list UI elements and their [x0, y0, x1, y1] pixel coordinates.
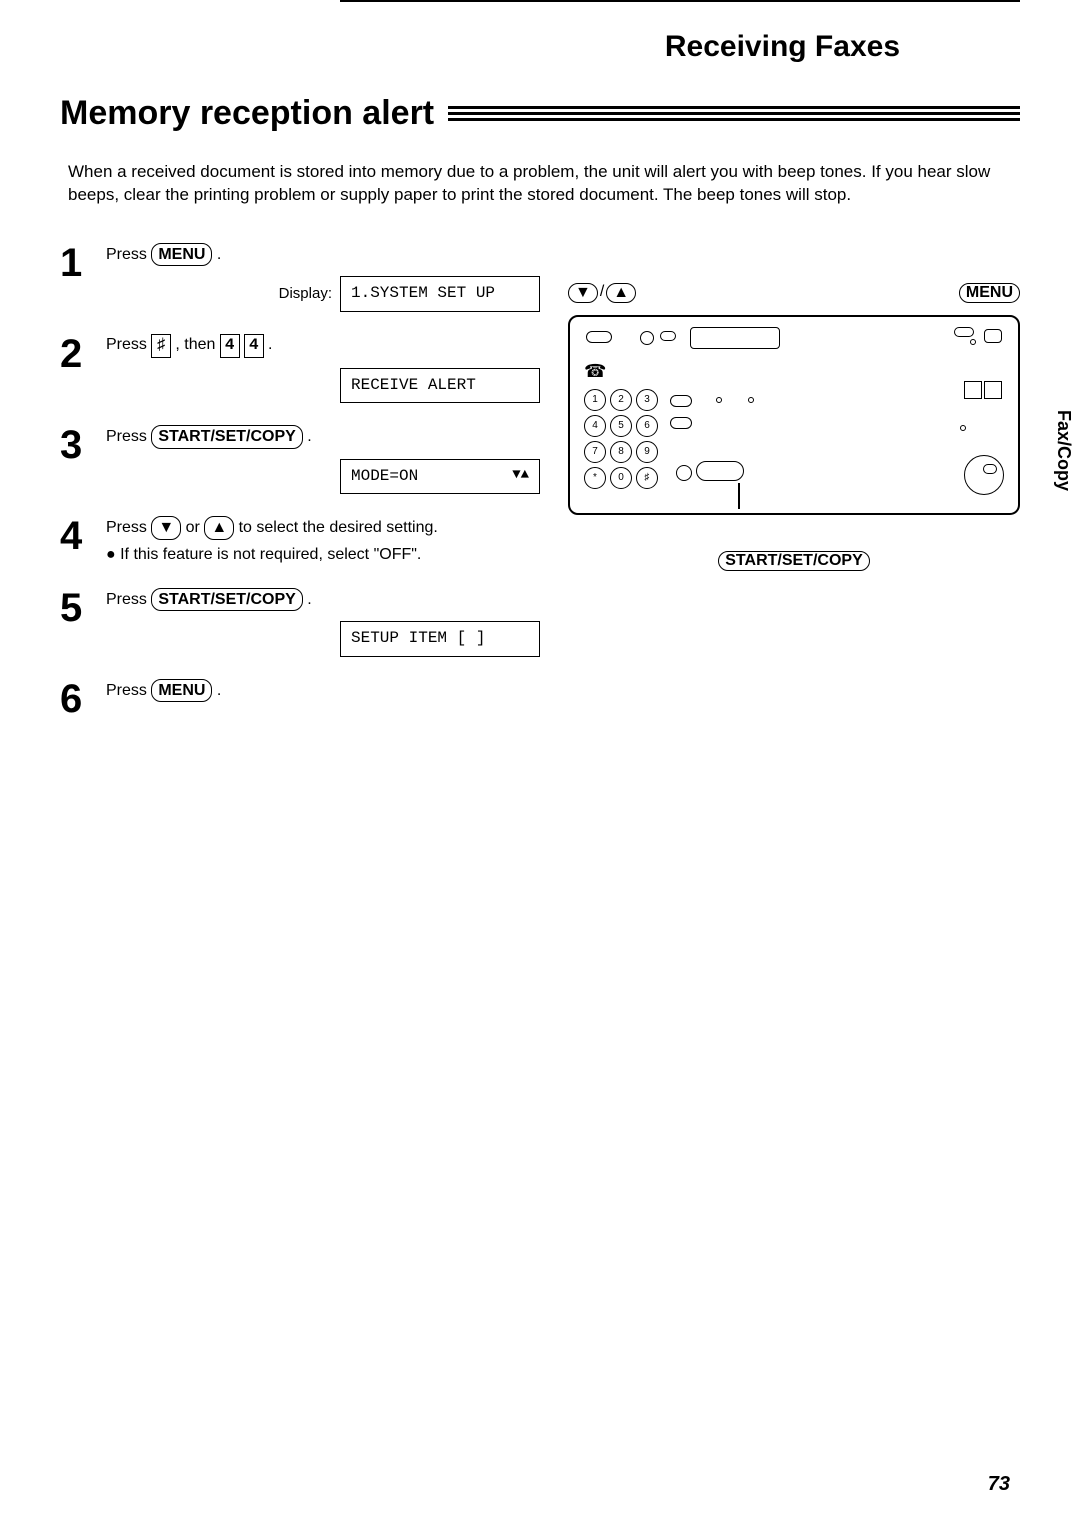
device-panel: ☎ 1 2 3 4 5 6 7 8 9 * 0 ♯	[568, 315, 1020, 515]
down-arrow-button: ▼	[151, 516, 181, 540]
control-icon	[954, 327, 974, 337]
start-button-icon	[964, 455, 1004, 495]
device-diagram: ▼ / ▲ MENU ☎ 1 2 3 4 5 6	[568, 283, 1020, 741]
display-box: 1.SYSTEM SET UP	[340, 276, 540, 312]
control-icon	[676, 465, 692, 481]
top-rule	[340, 0, 1020, 2]
indicator-icon	[716, 397, 722, 403]
slot-icon	[660, 331, 676, 341]
chapter-title: Receiving Faxes	[60, 30, 1020, 64]
slash: /	[600, 283, 604, 303]
up-arrow-button: ▲	[606, 283, 636, 303]
step-number: 1	[60, 243, 92, 283]
menu-button: MENU	[151, 243, 212, 267]
keypad-key: 4	[584, 415, 606, 437]
keypad: 1 2 3 4 5 6 7 8 9 * 0 ♯	[584, 389, 658, 489]
indicator-icon	[748, 397, 754, 403]
control-icon	[670, 395, 692, 407]
down-arrow-button: ▼	[568, 283, 598, 303]
counter-icon	[964, 381, 1002, 399]
keypad-key: ♯	[636, 467, 658, 489]
section-title-row: Memory reception alert	[60, 94, 1020, 133]
slot-icon	[586, 331, 612, 343]
keypad-key: 1	[584, 389, 606, 411]
indicator-icon	[960, 425, 966, 431]
control-icon	[970, 339, 976, 345]
keypad-key: 7	[584, 441, 606, 463]
step-bullet: ● If this feature is not required, selec…	[106, 544, 540, 566]
menu-button-label: MENU	[959, 283, 1020, 303]
step-text: Press	[106, 519, 151, 536]
indicator-icon	[640, 331, 654, 345]
step-number: 6	[60, 679, 92, 719]
step-number: 3	[60, 425, 92, 465]
step-6: 6 Press MENU .	[60, 679, 540, 719]
side-tab: Fax/Copy	[1053, 410, 1074, 491]
keypad-key: 2	[610, 389, 632, 411]
start-set-copy-label: START/SET/COPY	[718, 551, 870, 571]
menu-button: MENU	[151, 679, 212, 703]
pointer-line	[738, 483, 740, 509]
display-text: MODE=ON	[351, 466, 418, 488]
control-icon	[696, 461, 744, 481]
hash-key: ♯	[151, 334, 171, 358]
control-icon	[670, 417, 692, 429]
step-2: 2 Press ♯ , then 4 4 . RECEIVE ALERT	[60, 334, 540, 403]
handset-icon: ☎	[584, 361, 606, 382]
display-text: SETUP ITEM [ ]	[351, 628, 485, 650]
display-box: SETUP ITEM [ ]	[340, 621, 540, 657]
keypad-key: 9	[636, 441, 658, 463]
display-box: MODE=ON ▼▲	[340, 459, 540, 495]
step-text: or	[186, 519, 205, 536]
display-text: 1.SYSTEM SET UP	[351, 283, 495, 305]
keypad-key: 5	[610, 415, 632, 437]
content-row: 1 Press MENU . Display: 1.SYSTEM SET UP …	[60, 243, 1020, 741]
intro-paragraph: When a received document is stored into …	[60, 161, 1020, 207]
step-text: Press	[106, 428, 151, 445]
display-label: Display:	[279, 284, 332, 304]
step-text: .	[217, 246, 221, 263]
step-text: Press	[106, 591, 151, 608]
step-text: Press	[106, 682, 151, 699]
arrows-icon: ▼▲	[512, 466, 529, 488]
lcd-screen	[690, 327, 780, 349]
key-4: 4	[220, 334, 240, 358]
step-text: .	[217, 682, 221, 699]
step-number: 2	[60, 334, 92, 374]
keypad-key: *	[584, 467, 606, 489]
display-text: RECEIVE ALERT	[351, 375, 476, 397]
control-icon	[984, 329, 1002, 343]
page-number: 73	[988, 1473, 1010, 1496]
step-text: .	[307, 591, 311, 608]
section-title: Memory reception alert	[60, 94, 448, 133]
start-set-copy-button: START/SET/COPY	[151, 425, 303, 449]
step-4: 4 Press ▼ or ▲ to select the desired set…	[60, 516, 540, 565]
step-text: Press	[106, 246, 151, 263]
keypad-key: 0	[610, 467, 632, 489]
up-arrow-button: ▲	[204, 516, 234, 540]
step-number: 5	[60, 588, 92, 628]
step-text: to select the desired setting.	[239, 519, 438, 536]
step-text: .	[268, 336, 272, 353]
title-rules	[448, 106, 1020, 121]
keypad-key: 3	[636, 389, 658, 411]
keypad-key: 8	[610, 441, 632, 463]
step-3: 3 Press START/SET/COPY . MODE=ON ▼▲	[60, 425, 540, 494]
step-1: 1 Press MENU . Display: 1.SYSTEM SET UP	[60, 243, 540, 312]
start-set-copy-button: START/SET/COPY	[151, 588, 303, 612]
step-text: , then	[175, 336, 219, 353]
step-text: .	[307, 428, 311, 445]
step-text: Press	[106, 336, 151, 353]
steps-list: 1 Press MENU . Display: 1.SYSTEM SET UP …	[60, 243, 540, 741]
step-number: 4	[60, 516, 92, 556]
keypad-key: 6	[636, 415, 658, 437]
step-5: 5 Press START/SET/COPY . SETUP ITEM [ ]	[60, 588, 540, 657]
key-4: 4	[244, 334, 264, 358]
display-box: RECEIVE ALERT	[340, 368, 540, 404]
